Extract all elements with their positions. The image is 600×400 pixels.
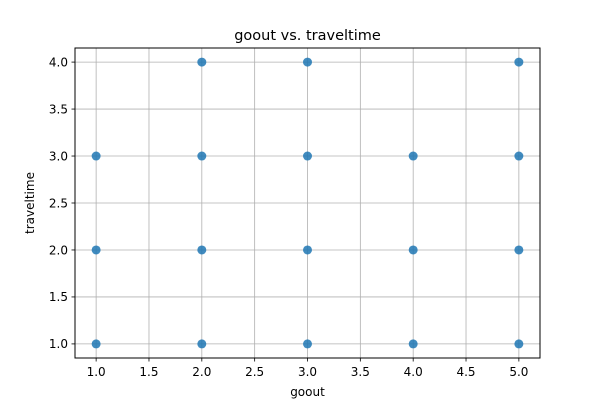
data-point [303, 57, 312, 67]
x-tick-label: 3.0 [298, 365, 317, 379]
y-tick-label: 1.0 [49, 337, 68, 351]
data-point [514, 339, 524, 349]
x-tick-label: 2.5 [245, 365, 264, 379]
data-point [303, 245, 312, 255]
x-tick-label: 1.0 [87, 365, 106, 379]
x-axis: 1.0 1.5 2.0 2.5 3.0 3.5 4.0 4.5 5.0 [87, 358, 528, 379]
data-point [514, 245, 524, 255]
chart-title: goout vs. traveltime [234, 28, 381, 44]
data-point [408, 151, 418, 161]
x-tick-label: 4.5 [456, 365, 475, 379]
data-point [197, 57, 207, 67]
x-tick-label: 4.0 [404, 365, 423, 379]
x-tick-label: 3.5 [351, 365, 370, 379]
data-point [91, 245, 101, 255]
y-tick-label: 2.5 [49, 196, 68, 210]
y-axis: 1.0 1.5 2.0 2.5 3.0 3.5 4.0 [49, 55, 75, 351]
data-point [197, 339, 207, 349]
x-tick-label: 2.0 [192, 365, 211, 379]
y-tick-label: 1.5 [49, 290, 68, 304]
x-tick-label: 5.0 [509, 365, 528, 379]
data-point [514, 57, 524, 67]
y-axis-label: traveltime [23, 172, 37, 234]
data-point [197, 245, 207, 255]
data-point [408, 339, 418, 349]
y-tick-label: 3.5 [49, 102, 68, 116]
y-tick-label: 2.0 [49, 243, 68, 257]
data-point [514, 151, 524, 161]
y-tick-label: 4.0 [49, 55, 68, 69]
y-tick-label: 3.0 [49, 149, 68, 163]
data-point [91, 339, 101, 349]
data-point [303, 339, 312, 349]
data-point [408, 245, 418, 255]
data-point [197, 151, 207, 161]
x-tick-label: 1.5 [139, 365, 158, 379]
data-points [91, 57, 524, 349]
x-axis-label: goout [290, 385, 325, 399]
data-point [91, 151, 101, 161]
data-point [303, 151, 312, 161]
